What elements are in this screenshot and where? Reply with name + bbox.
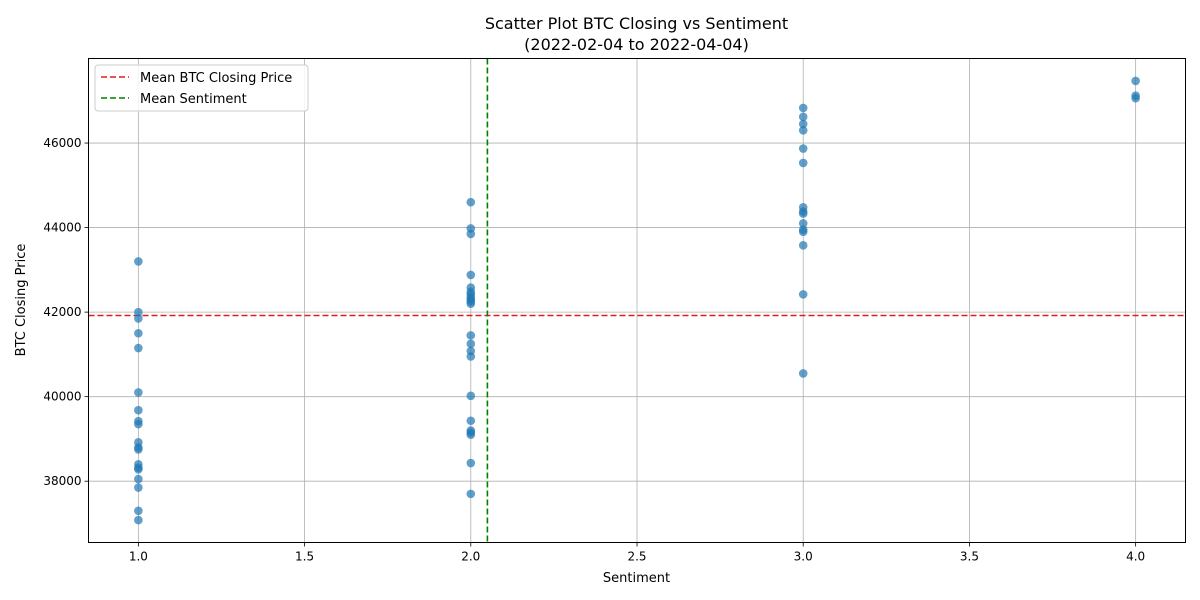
x-tick-label: 3.5 xyxy=(960,550,979,564)
scatter-point xyxy=(798,219,808,228)
scatter-point xyxy=(134,506,143,516)
scatter-point xyxy=(798,209,808,218)
scatter-point xyxy=(466,339,476,349)
grid xyxy=(88,58,1186,543)
chart-subtitle: (2022-02-04 to 2022-04-04) xyxy=(524,35,749,54)
scatter-point xyxy=(466,270,476,280)
x-tick-label: 3.0 xyxy=(794,550,813,564)
scatter-point xyxy=(1131,76,1140,86)
scatter-point xyxy=(134,257,143,266)
y-tick-label: 44000 xyxy=(43,221,81,235)
x-tick-label: 4.0 xyxy=(1126,550,1145,564)
legend-label-mean-sentiment: Mean Sentiment xyxy=(140,92,247,107)
scatter-point xyxy=(1131,93,1140,103)
scatter-point xyxy=(466,352,476,361)
x-tick-label: 1.5 xyxy=(295,550,314,564)
reference-lines xyxy=(88,58,1186,543)
plot-title: Scatter Plot BTC Closing vs Sentiment (2… xyxy=(485,14,788,54)
scatter-point xyxy=(466,299,476,308)
y-axis-ticks: 38000 40000 42000 44000 46000 xyxy=(43,136,89,488)
legend-box xyxy=(94,64,309,112)
scatter-point xyxy=(134,419,143,429)
scatter-point xyxy=(134,465,143,474)
scatter-point xyxy=(466,489,476,499)
scatter-point xyxy=(798,290,808,299)
scatter-point xyxy=(134,405,143,415)
scatter-point xyxy=(466,331,476,340)
scatter-point xyxy=(134,445,143,454)
x-axis-label: Sentiment xyxy=(603,571,670,586)
scatter-point xyxy=(798,103,808,113)
legend-label-mean-btc: Mean BTC Closing Price xyxy=(140,71,292,86)
chart-title: Scatter Plot BTC Closing vs Sentiment xyxy=(485,14,788,33)
scatter-point xyxy=(134,307,143,317)
scatter-point xyxy=(798,241,808,250)
scatter-point xyxy=(466,430,476,440)
y-tick-label: 40000 xyxy=(43,390,81,404)
x-tick-label: 2.0 xyxy=(461,550,480,564)
scatter-point xyxy=(466,458,476,468)
scatter-point xyxy=(798,112,808,122)
scatter-point xyxy=(134,328,143,338)
y-tick-label: 46000 xyxy=(43,136,81,150)
scatter-point xyxy=(466,229,476,239)
y-axis-label: BTC Closing Price xyxy=(14,244,29,357)
scatter-point xyxy=(798,158,808,168)
scatter-point xyxy=(134,483,143,492)
scatter-point xyxy=(466,416,476,426)
scatter-point xyxy=(798,144,808,153)
scatter-point xyxy=(466,391,476,401)
scatter-point xyxy=(134,474,143,484)
scatter-point xyxy=(798,227,808,237)
y-tick-label: 38000 xyxy=(43,474,81,488)
scatter-point xyxy=(798,126,808,135)
x-axis-ticks: 1.0 1.5 2.0 2.5 3.0 3.5 4.0 xyxy=(129,542,1145,564)
scatter-point xyxy=(134,343,143,353)
x-tick-label: 1.0 xyxy=(129,550,148,564)
scatter-point xyxy=(134,515,143,525)
scatter-point xyxy=(134,314,143,323)
scatter-point xyxy=(134,388,143,397)
legend: Mean BTC Closing Price Mean Sentiment xyxy=(94,64,309,112)
y-tick-label: 42000 xyxy=(43,305,81,319)
x-tick-label: 2.5 xyxy=(627,550,646,564)
scatter-point xyxy=(798,119,808,129)
scatter-point xyxy=(798,369,808,378)
scatter-point xyxy=(466,197,476,207)
scatter-points xyxy=(134,76,1140,525)
